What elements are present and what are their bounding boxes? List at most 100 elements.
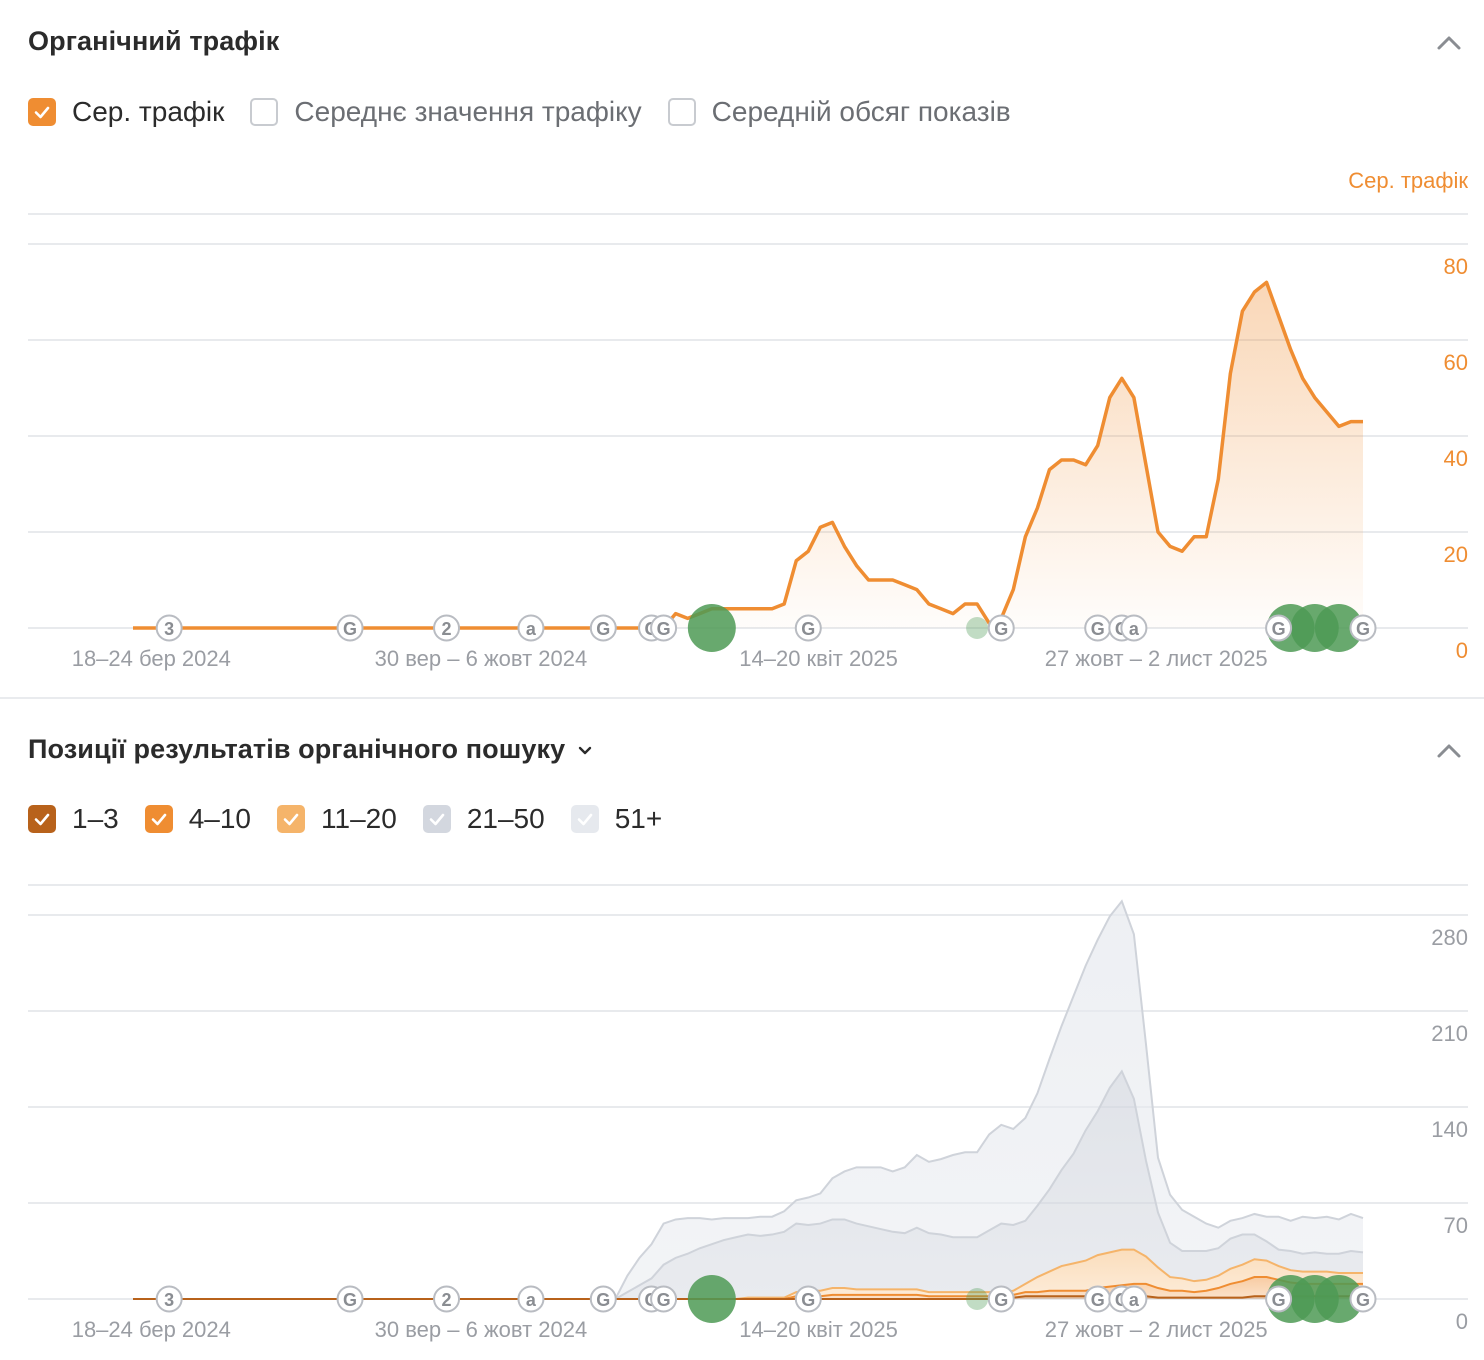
x-tick-label: 27 жовт – 2 лист 2025 xyxy=(1045,1317,1268,1342)
event-marker[interactable]: 2 xyxy=(433,614,461,642)
event-marker-label: 2 xyxy=(442,619,452,639)
event-marker[interactable]: G xyxy=(1349,614,1377,642)
y-tick-label: 70 xyxy=(1444,1213,1468,1238)
x-tick-label: 27 жовт – 2 лист 2025 xyxy=(1045,646,1268,671)
positions-legend-label: 11–20 xyxy=(321,803,397,834)
event-marker-label: 2 xyxy=(442,1290,452,1310)
checkbox-icon[interactable] xyxy=(250,98,279,126)
event-marker-label: a xyxy=(1129,1290,1140,1310)
traffic-collapse-chevron-up-icon[interactable] xyxy=(1434,28,1464,58)
y-tick-label: 20 xyxy=(1444,542,1468,567)
event-marker[interactable]: 2 xyxy=(433,1285,461,1313)
checkbox-icon[interactable] xyxy=(28,98,56,126)
event-marker[interactable]: G xyxy=(336,614,364,642)
event-marker[interactable]: a xyxy=(517,1285,545,1313)
positions-legend-item-2[interactable]: 11–20 xyxy=(277,803,397,835)
event-marker-label: a xyxy=(1129,619,1140,639)
event-marker[interactable]: G xyxy=(589,614,617,642)
event-marker-label: G xyxy=(596,1290,610,1310)
event-marker-label: 3 xyxy=(164,1290,174,1310)
positions-legend-label: 51+ xyxy=(614,803,663,834)
event-marker-label: G xyxy=(1091,1290,1105,1310)
positions-legend: 1–3 4–10 11–20 21–50 51+ xyxy=(28,803,688,835)
event-marker[interactable]: a xyxy=(517,614,545,642)
event-marker-label: a xyxy=(526,619,537,639)
event-marker[interactable]: G xyxy=(987,1285,1015,1313)
traffic-header: Органічний трафік xyxy=(28,26,279,57)
traffic-chart: 0 20 40 60 80 Сер. трафік 18–24 бер 2024 30 вер… xyxy=(28,168,1468,671)
checkbox-icon[interactable] xyxy=(570,805,599,833)
traffic-legend-item-1[interactable]: Середнє значення трафіку xyxy=(250,96,642,128)
x-tick-label: 18–24 бер 2024 xyxy=(72,1317,231,1342)
traffic-legend-label: Середній обсяг показів xyxy=(711,96,1011,127)
event-marker-label: G xyxy=(343,1290,357,1310)
event-marker-label: G xyxy=(1356,619,1370,639)
positions-title: Позиції результатів органічного пошуку xyxy=(28,734,566,764)
event-marker[interactable]: a xyxy=(1120,614,1148,642)
series-area-21–50 xyxy=(133,1071,1363,1299)
y-tick-label: 80 xyxy=(1444,254,1468,279)
event-marker[interactable]: G xyxy=(1265,614,1293,642)
event-marker-label: G xyxy=(1091,619,1105,639)
event-marker-label: G xyxy=(657,619,671,639)
series-area-4–10 xyxy=(133,1277,1363,1299)
positions-legend-item-4[interactable]: 51+ xyxy=(570,803,663,835)
event-marker[interactable]: G xyxy=(794,1285,822,1313)
event-marker[interactable]: 3 xyxy=(155,614,183,642)
positions-legend-label: 4–10 xyxy=(188,803,252,834)
event-marker-label: G xyxy=(801,619,815,639)
event-marker[interactable]: G xyxy=(336,1285,364,1313)
event-marker[interactable]: G xyxy=(794,614,822,642)
annotation-marker xyxy=(966,617,989,639)
event-marker-label: G xyxy=(657,1290,671,1310)
event-marker[interactable]: 3 xyxy=(155,1285,183,1313)
x-tick-label: 14–20 квіт 2025 xyxy=(739,646,898,671)
checkbox-icon[interactable] xyxy=(144,805,173,833)
event-marker-label: G xyxy=(1272,619,1286,639)
section-divider xyxy=(0,697,1484,699)
event-marker-label: G xyxy=(801,1290,815,1310)
positions-collapse-chevron-up-icon[interactable] xyxy=(1434,736,1464,766)
positions-legend-label: 21–50 xyxy=(466,803,545,834)
checkbox-icon[interactable] xyxy=(667,98,696,126)
annotation-marker xyxy=(1314,1275,1363,1323)
checkbox-icon[interactable] xyxy=(422,805,451,833)
traffic-legend-label: Сер. трафік xyxy=(72,96,225,127)
checkbox-icon[interactable] xyxy=(277,805,306,833)
event-marker[interactable]: G xyxy=(1265,1285,1293,1313)
positions-header[interactable]: Позиції результатів органічного пошуку xyxy=(28,734,593,765)
event-marker[interactable]: G xyxy=(650,614,678,642)
positions-legend-item-3[interactable]: 21–50 xyxy=(422,803,545,835)
positions-legend-item-0[interactable]: 1–3 xyxy=(28,803,119,835)
traffic-legend-item-0[interactable]: Сер. трафік xyxy=(28,96,224,128)
traffic-legend-label: Середнє значення трафіку xyxy=(294,96,642,127)
y-tick-label: 40 xyxy=(1444,446,1468,471)
series-area-51+ xyxy=(133,901,1363,1299)
event-marker[interactable]: a xyxy=(1120,1285,1148,1313)
series-area xyxy=(133,282,1363,628)
positions-chart: 0 70 140 210 280 18–24 бер 2024 30 вер – 6 жов… xyxy=(28,884,1468,1342)
y-tick-label: 140 xyxy=(1431,1117,1468,1142)
y-tick-label: 0 xyxy=(1456,638,1468,663)
event-marker-label: G xyxy=(596,619,610,639)
traffic-legend-item-2[interactable]: Середній обсяг показів xyxy=(667,96,1011,128)
event-marker[interactable]: G xyxy=(1084,1285,1112,1313)
event-marker[interactable]: G xyxy=(1084,614,1112,642)
event-marker[interactable]: G xyxy=(1349,1285,1377,1313)
y-axis-title: Сер. трафік xyxy=(1348,168,1468,193)
y-tick-label: 280 xyxy=(1431,925,1468,950)
event-marker[interactable]: G xyxy=(650,1285,678,1313)
positions-legend-item-1[interactable]: 4–10 xyxy=(144,803,252,835)
series-area-11–20 xyxy=(133,1249,1363,1299)
x-tick-label: 14–20 квіт 2025 xyxy=(739,1317,898,1342)
checkbox-icon[interactable] xyxy=(28,805,56,833)
event-marker-label: G xyxy=(994,619,1008,639)
event-marker[interactable]: G xyxy=(589,1285,617,1313)
y-tick-label: 0 xyxy=(1456,1309,1468,1334)
event-marker-label: a xyxy=(526,1290,537,1310)
event-marker[interactable]: G xyxy=(987,614,1015,642)
chevron-down-icon[interactable] xyxy=(577,742,593,758)
annotation-marker xyxy=(687,1275,736,1323)
event-marker-label: G xyxy=(994,1290,1008,1310)
y-tick-label: 210 xyxy=(1431,1021,1468,1046)
